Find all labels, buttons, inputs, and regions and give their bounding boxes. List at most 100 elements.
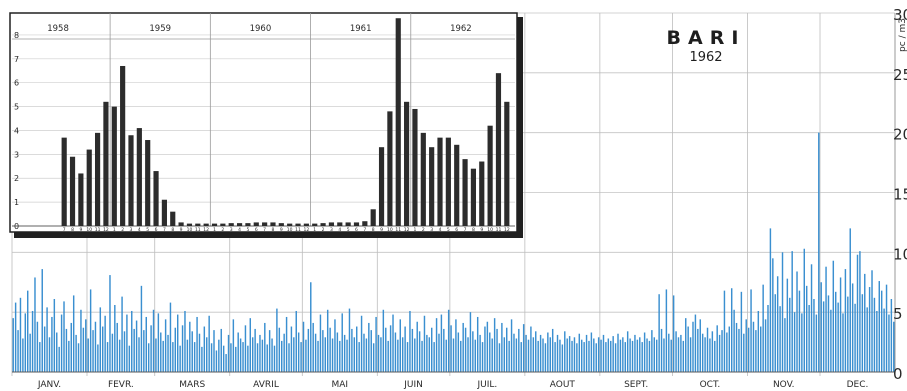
inset-bar	[245, 223, 251, 226]
inset-y-tick-label: 3	[14, 150, 19, 159]
inset-y-tick-label: 5	[14, 103, 19, 112]
main-chart-month-labels: JANV. FEVR. MARS AVRIL MAI JUIN JUIL. AOUT SEPT.…	[37, 380, 869, 390]
inset-bar	[495, 73, 502, 226]
inset-bar	[395, 18, 401, 227]
inset-bar	[345, 222, 351, 226]
inset-month-label: 1	[213, 227, 216, 233]
inset-month-label: 12	[203, 227, 209, 233]
inset-bar	[370, 209, 376, 226]
month-label: OCT.	[700, 380, 721, 390]
inset-month-label: 9	[480, 227, 483, 233]
y-axis-label: pc / m3	[898, 18, 907, 52]
inset-bar	[412, 108, 418, 226]
inset-bar	[295, 223, 301, 226]
inset-month-label: 12	[504, 227, 510, 233]
y-tick-label: 30	[893, 6, 907, 24]
inset-month-label: 10	[387, 227, 393, 233]
inset-bar	[278, 223, 284, 226]
inset-month-label: 2	[322, 227, 325, 233]
inset-bar	[203, 223, 209, 226]
month-label: JUIL.	[476, 380, 497, 390]
inset-month-label: 8	[472, 227, 475, 233]
inset-bar	[211, 223, 218, 226]
inset-month-label: 7	[263, 227, 266, 233]
y-tick-label: 10	[893, 245, 907, 263]
inset-y-tick-label: 7	[14, 55, 19, 64]
inset-month-label: 11	[95, 227, 101, 233]
inset-month-label: 6	[155, 227, 158, 233]
inset-month-label: 4	[439, 227, 442, 233]
inset-month-label: 11	[295, 227, 301, 233]
inset-bar	[120, 65, 126, 226]
inset-month-label: 9	[180, 227, 183, 233]
inset-month-label: 3	[130, 227, 133, 233]
inset-chart-bars	[61, 18, 510, 227]
inset-month-label: 3	[430, 227, 433, 233]
inset-month-label: 12	[103, 227, 109, 233]
inset-bar	[487, 125, 493, 226]
inset-month-label: 10	[187, 227, 193, 233]
inset-bar	[136, 128, 142, 226]
inset-bar	[195, 223, 201, 226]
inset-month-label: 6	[455, 227, 458, 233]
inset-month-label: 5	[146, 227, 149, 233]
inset-bar	[111, 106, 117, 226]
inset-bar	[320, 223, 326, 226]
month-label: MAI	[332, 380, 349, 390]
inset-month-label: 5	[447, 227, 450, 233]
month-label: AOUT	[550, 380, 576, 390]
inset-month-label: 2	[221, 227, 224, 233]
inset-bar	[61, 137, 67, 226]
inset-y-tick-labels: 0 1 2 3 4 5 6 7 8	[14, 31, 19, 231]
chart-subtitle: 1962	[689, 50, 722, 65]
y-tick-label: 25	[893, 66, 907, 84]
inset-year-label: 1960	[250, 24, 272, 34]
inset-month-label: 1	[414, 227, 417, 233]
inset-bar	[404, 101, 410, 226]
inset-bar	[429, 147, 435, 226]
inset-bar	[504, 101, 510, 226]
inset-bar	[94, 132, 101, 226]
inset-month-label: 8	[71, 227, 74, 233]
inset-month-label: 10	[86, 227, 92, 233]
inset-month-label: 7	[464, 227, 467, 233]
inset-month-label: 10	[487, 227, 493, 233]
inset-bar	[86, 149, 92, 226]
inset-bar	[236, 223, 243, 226]
month-label: AVRIL	[253, 380, 279, 390]
inset-year-labels: 1958 1959 1960 1961 1962	[47, 24, 471, 34]
inset-bar	[270, 222, 276, 226]
inset-month-label: 11	[395, 227, 401, 233]
inset-y-tick-label: 1	[14, 198, 19, 207]
inset-month-label: 5	[246, 227, 249, 233]
inset-y-tick-label: 8	[14, 31, 19, 40]
inset-bar	[220, 223, 226, 226]
inset-bar	[161, 199, 167, 226]
inset-month-label: 10	[287, 227, 293, 233]
inset-bar	[128, 135, 134, 226]
main-chart-y-tick-labels: 0 5 10 15 20 25 30	[893, 6, 907, 383]
inset-bar	[228, 223, 234, 226]
inset-bar	[186, 223, 193, 226]
inset-month-label: 7	[363, 227, 366, 233]
inset-month-label: 6	[255, 227, 258, 233]
inset-bar	[445, 137, 451, 226]
inset-month-label: 1	[113, 227, 116, 233]
inset-month-label: 9	[79, 227, 82, 233]
inset-bar	[170, 211, 176, 226]
inset-year-label: 1959	[149, 24, 171, 34]
inset-year-label: 1958	[47, 24, 69, 34]
inset-bar	[337, 222, 343, 226]
month-label: DEC.	[847, 380, 869, 390]
inset-bar	[420, 132, 426, 226]
y-tick-label: 5	[893, 305, 903, 323]
inset-bar	[312, 223, 318, 226]
inset-bar	[470, 168, 477, 226]
inset-month-label: 11	[195, 227, 201, 233]
inset-bar	[479, 161, 485, 226]
inset-month-label: 12	[304, 227, 310, 233]
inset-month-label: 7	[63, 227, 66, 233]
inset-bar	[69, 156, 76, 226]
month-label: SEPT.	[624, 380, 648, 390]
